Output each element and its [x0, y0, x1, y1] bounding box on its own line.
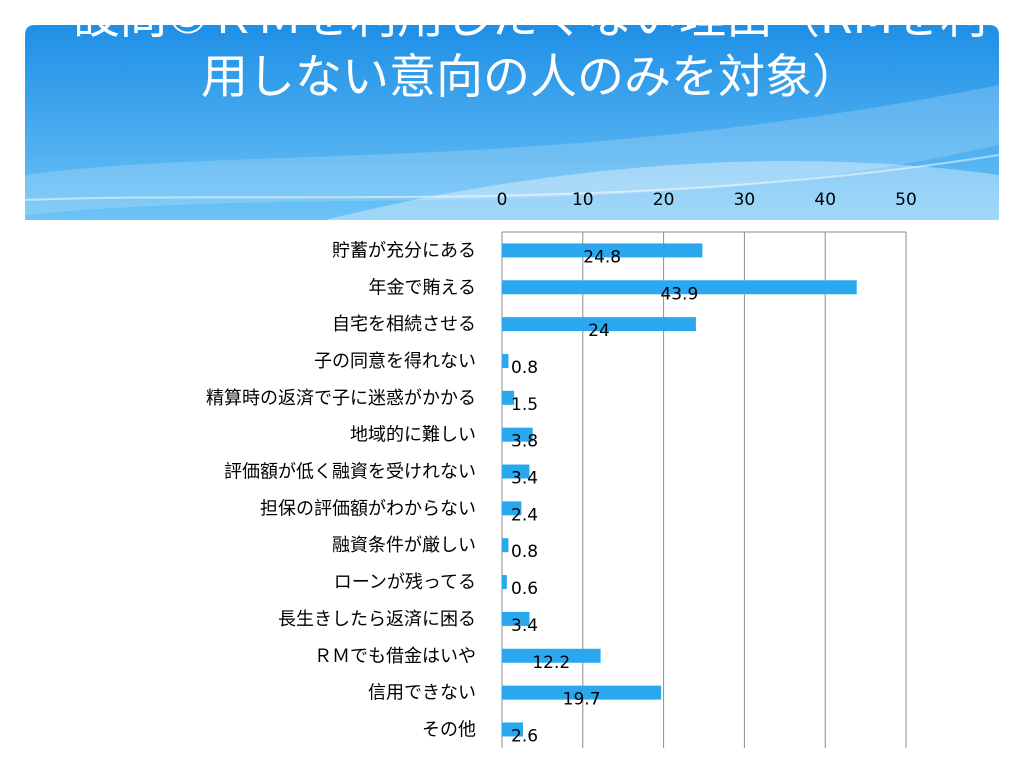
bar — [502, 390, 515, 405]
data-label: 1.5 — [511, 395, 538, 415]
bar — [502, 243, 703, 258]
banner-background — [25, 25, 999, 220]
bar — [502, 538, 509, 553]
data-label: 3.8 — [511, 432, 538, 452]
x-tick-label: 20 — [653, 190, 675, 210]
bar — [502, 427, 533, 442]
category-labels: 貯蓄が充分にある年金で賄える自宅を相続させる子の同意を得れない精算時の返済で子に… — [206, 240, 476, 740]
data-label: 2.6 — [511, 726, 538, 746]
chart-bars — [502, 243, 857, 737]
bar — [502, 575, 507, 590]
category-label: 長生きしたら返済に困る — [278, 609, 476, 630]
data-labels: 24.8 43.9 24 0.8 1.5 3.8 3.4 2.4 0.8 0.6 3.4 12.2 19… — [511, 247, 698, 746]
x-axis-ticks: 0 10 20 30 40 50 — [497, 190, 917, 210]
x-tick-label: 0 — [497, 190, 508, 210]
bar — [502, 317, 696, 332]
x-tick-label: 50 — [895, 190, 917, 210]
bar — [502, 685, 662, 700]
category-label: 貯蓄が充分にある — [332, 240, 476, 261]
data-label: 0.6 — [511, 579, 538, 599]
bar — [502, 353, 509, 368]
category-label: 精算時の返済で子に迷惑がかかる — [206, 388, 476, 409]
category-label: 子の同意を得れない — [314, 351, 476, 372]
category-label: その他 — [422, 719, 476, 740]
data-label: 24 — [588, 321, 610, 341]
category-label: ＲＭでも借金はいや — [314, 646, 476, 667]
bar — [502, 611, 530, 626]
bar — [502, 722, 524, 737]
data-label: 0.8 — [511, 358, 538, 378]
x-tick-label: 30 — [734, 190, 756, 210]
x-tick-label: 40 — [814, 190, 836, 210]
bar — [502, 648, 601, 663]
category-label: 担保の評価額がわからない — [260, 498, 476, 519]
category-label: 年金で賄える — [369, 277, 476, 298]
data-label: 3.4 — [511, 616, 538, 636]
category-label: 評価額が低く融資を受けれない — [224, 462, 476, 483]
category-label: 信用できない — [368, 683, 476, 704]
data-label: 12.2 — [532, 653, 570, 673]
category-label: 自宅を相続させる — [332, 314, 476, 335]
bar — [502, 280, 857, 295]
data-label: 19.7 — [563, 690, 601, 710]
title-banner — [25, 25, 999, 220]
data-label: 2.4 — [511, 505, 538, 525]
category-label: ローンが残ってる — [334, 572, 476, 593]
bar — [502, 501, 522, 516]
data-label: 0.8 — [511, 542, 538, 562]
bar — [502, 464, 530, 479]
category-label: 融資条件が厳しい — [332, 535, 476, 556]
data-label: 24.8 — [583, 247, 621, 267]
x-tick-label: 10 — [572, 190, 594, 210]
data-label: 43.9 — [660, 284, 698, 304]
category-label: 地域的に難しい — [350, 425, 476, 446]
slide-title: 設問⑤ＲＭを利用したくない理由（RMを利用しない意向の人のみを対象） — [72, 0, 988, 105]
data-label: 3.4 — [511, 469, 538, 489]
